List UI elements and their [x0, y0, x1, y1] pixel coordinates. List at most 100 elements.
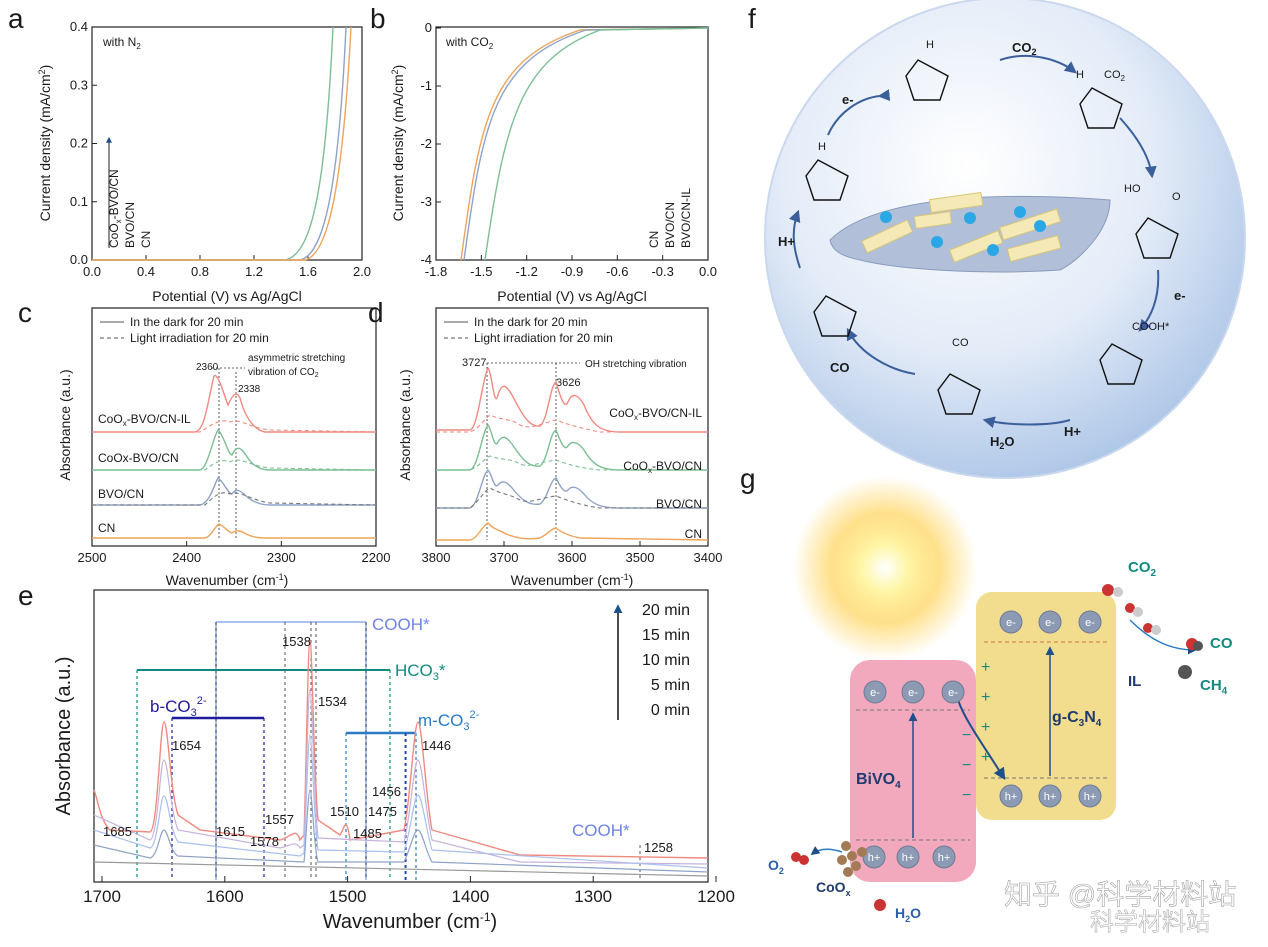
panel-a: a with N2 0.0 0.4 0.8 1.2 1.6 2.0 0.0 0.1 0.2 0.3…: [8, 3, 371, 304]
molecule-atoms: H H CO2 HO O COOH* CO H: [818, 39, 1181, 349]
axis-b-xtick: -0.9: [561, 264, 583, 279]
species-cooh-2: COOH*: [572, 821, 630, 840]
panel-letter-a: a: [8, 3, 24, 34]
axis-c: 2500 2400 2300 2200: [78, 541, 390, 565]
legend-b-bvo: BVO/CN: [663, 202, 677, 248]
legend-a-coox: CoOx-BVO/CN: [107, 169, 123, 248]
curve-a-bvo: [92, 26, 347, 261]
axis-b-xtick: -1.8: [425, 264, 447, 279]
axis-e-xtick: 1200: [697, 887, 735, 906]
hole-icon: [999, 784, 1023, 808]
svg-text:e-: e-: [908, 687, 918, 699]
svg-text:e-: e-: [948, 687, 958, 699]
label-g-coox: CoOx: [816, 879, 851, 898]
xlabel-d: Wavenumber (cm-1): [511, 572, 634, 588]
xlabel-b: Potential (V) vs Ag/AgCl: [497, 288, 646, 304]
sample-c-il: CoOx-BVO/CN-IL: [98, 412, 191, 428]
axis-a-ytick: 0.3: [70, 77, 88, 92]
curve-a-cn: [92, 26, 352, 261]
axis-d: 3800 3700 3600 3500 3400: [422, 541, 723, 565]
co2-molecules: [1102, 584, 1161, 635]
axis-b-ytick: -2: [420, 136, 432, 151]
species-cooh: COOH*: [372, 615, 430, 634]
svg-text:H: H: [818, 141, 826, 153]
axis-b-xtick: -0.3: [651, 264, 673, 279]
svg-text:H: H: [926, 39, 934, 51]
svg-text:h+: h+: [938, 852, 951, 864]
time-5: 5 min: [651, 677, 690, 694]
plot-frame-e: [93, 589, 709, 883]
hole-icon: [932, 845, 956, 869]
axis-b-xtick: -1.2: [515, 264, 537, 279]
legend-a-bvo: BVO/CN: [123, 202, 137, 248]
axis-e-xtick: 1300: [574, 887, 612, 906]
peak-1456: 1456: [372, 784, 401, 799]
axis-d-xtick: 3800: [422, 550, 451, 565]
ylabel-d: Absorbance (a.u.): [397, 369, 413, 480]
axis-e-xtick: 1700: [83, 887, 121, 906]
axis-d-xtick: 3600: [558, 550, 587, 565]
legend-c-dark: In the dark for 20 min: [130, 315, 243, 329]
species-hco3: HCO3*: [395, 661, 446, 683]
label-co-out: CO: [830, 360, 850, 375]
axis-e-xtick: 1500: [329, 887, 367, 906]
axis-a-xtick: 0.4: [137, 264, 155, 279]
panel-g: g e-e-e-h+ h+ h+ e-e-e-h+ h+ h+ + + + + − − −…: [740, 463, 1233, 924]
sample-c-coox: CoOx-BVO/CN: [98, 451, 179, 465]
xlabel-a: Potential (V) vs Ag/AgCl: [152, 288, 301, 304]
axis-d-xtick: 3400: [694, 550, 723, 565]
peak-1615: 1615: [216, 824, 245, 839]
svg-text:h+: h+: [1084, 791, 1097, 803]
curve-b-cn: [460, 27, 709, 261]
svg-text:−: −: [962, 757, 971, 774]
axis-a-xtick: 2.0: [353, 264, 371, 279]
peak-d-3626: 3626: [556, 377, 580, 389]
label-g-co: CO: [1210, 635, 1233, 652]
peak-1510: 1510: [330, 804, 359, 819]
gcn-block: [976, 592, 1116, 820]
cycle-labels: CO2 e- e- H+ H+ H2O CO: [778, 40, 1186, 451]
peak-1485: 1485: [353, 826, 382, 841]
electron-icon: [941, 680, 965, 704]
axis-b: -1.8 -1.5 -1.2 -0.9 -0.6 -0.3 0.0 0 -1 -2 -3 -4: [420, 20, 717, 279]
panel-letter-c: c: [18, 297, 32, 328]
sample-c-cn: CN: [98, 521, 115, 535]
label-g-h2o: H2O: [895, 905, 921, 924]
panel-letter-f: f: [748, 3, 756, 34]
sun-icon: [793, 476, 977, 660]
panel-d: d 3800 3700 3600 3500 3400 In the dark for 2…: [368, 297, 722, 588]
hole-icon: [1078, 784, 1102, 808]
legend-d-light: Light irradiation for 20 min: [474, 331, 613, 345]
carriers: e-e-e-h+ h+ h+ e-e-e-h+ h+ h+: [862, 610, 1102, 869]
axis-a-xtick: 0.8: [191, 264, 209, 279]
peak-1534: 1534: [318, 694, 347, 709]
label-e1: e-: [842, 92, 854, 107]
svg-text:h+: h+: [902, 852, 915, 864]
legend-b-cn: CN: [647, 231, 661, 248]
electron-icon: [999, 610, 1023, 634]
axis-a-ytick: 0.0: [70, 252, 88, 267]
axis-a-xtick: 1.2: [245, 264, 263, 279]
peak-c-2360: 2360: [196, 362, 219, 373]
time-10: 10 min: [642, 652, 690, 669]
legend-a-cn: CN: [139, 231, 153, 248]
label-co2-bound: CO2: [1104, 69, 1126, 83]
axis-b-ytick: -1: [420, 78, 432, 93]
panel-f: f CO2 e- e- H+ H+ H2O: [748, 0, 1246, 479]
bvo-rods: [861, 191, 1062, 263]
electron-icon: [1038, 610, 1062, 634]
svg-text:HO: HO: [1124, 183, 1141, 195]
axis-c-xtick: 2500: [78, 550, 107, 565]
curve-a-coox: [92, 26, 334, 261]
svg-text:+: +: [981, 659, 990, 676]
peak-1557: 1557: [265, 812, 294, 827]
legend-a: CoOx-BVO/CN BVO/CN CN: [106, 136, 153, 248]
panel-letter-e: e: [18, 580, 34, 611]
coox-cluster: [837, 841, 867, 877]
h2o-molecule-icon: [874, 899, 886, 911]
panel-letter-b: b: [370, 3, 386, 34]
svg-text:e-: e-: [1085, 617, 1095, 629]
watermark-zhihu: 知乎 @科学材料站: [1004, 879, 1236, 910]
svg-text:e-: e-: [1045, 617, 1055, 629]
